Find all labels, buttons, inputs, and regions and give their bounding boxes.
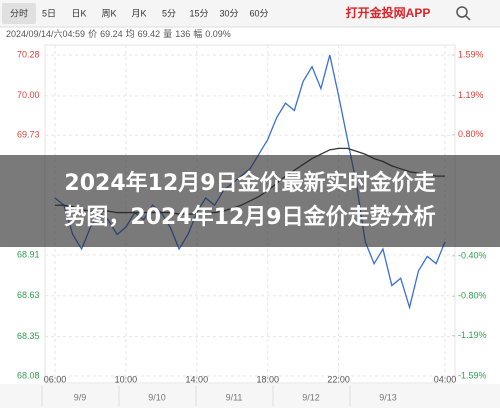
tab[interactable]: 周K [101,8,116,18]
tab[interactable]: 60分 [249,8,268,18]
info-item: 幅 [193,28,202,39]
info-item: 0.09% [205,29,231,39]
tab[interactable]: 5日 [42,8,56,18]
info-item: 均 [126,28,135,39]
overview-date: 9/9 [74,392,87,402]
tab-bar [0,0,500,27]
x-tick-label: 06:00 [44,374,67,384]
y-tick-label: 68.63 [17,290,40,300]
tab[interactable]: 30分 [219,8,238,18]
banner-line: 2024年12月9日金价最新实时金价走 [64,171,436,196]
info-line: 2024/09/14/六04:59 价 69.24 均 69.42 量 136 幅 0.09% [6,28,231,39]
y2-tick-label: -0.80% [458,291,487,301]
tab[interactable]: 日K [71,8,86,18]
tab[interactable]: 月K [131,8,146,18]
info-item: 136 [175,29,190,39]
y2-tick-label: -1.19% [458,330,487,340]
banner: 2024年12月9日金价最新实时金价走 势图，2024年12月9日金价走势分析 [0,155,500,247]
y2-tick-label: 1.19% [458,90,484,100]
tab-selected [2,3,36,24]
y-tick-label: 70.28 [17,49,40,59]
x-tick-label: 04:00 [434,374,457,384]
info-item: 量 [163,29,172,39]
overview-date: 9/12 [302,392,320,402]
y-tick-label: 70.00 [17,90,40,100]
y2-tick-label: -1.59% [458,370,487,380]
y2-tick-label: 0.80% [458,129,484,139]
app-link[interactable]: 打开金投网APP [346,5,431,20]
tab[interactable]: 5分 [162,8,176,18]
x-tick-label: 10:00 [115,374,138,384]
y-tick-label: 69.73 [17,130,40,140]
info-item: 价 [88,29,97,39]
x-tick-label: 14:00 [186,374,209,384]
overview-date: 9/10 [148,392,166,402]
overview-date: 9/13 [379,392,397,402]
info-item: 69.24 [100,29,123,39]
y-tick-label: 68.91 [17,249,40,259]
banner-line: 势图，2024年12月9日金价走势分析 [64,205,436,230]
info-item: 2024/09/14/六04:59 [6,28,85,39]
x-tick-label: 22:00 [327,374,350,384]
y-tick-label: 68.35 [17,331,40,341]
y2-tick-label: -0.40% [458,250,487,260]
y2-tick-label: 1.59% [458,49,484,59]
search-icon[interactable] [456,6,468,18]
tab[interactable]: 15分 [189,8,208,18]
overview-strip [0,384,500,408]
search-icon-handle [465,15,471,21]
tab[interactable]: 分时 [10,7,28,18]
info-item: 69.42 [138,29,161,39]
overview-date: 9/11 [226,392,243,402]
x-tick-label: 18:00 [256,374,279,384]
y-tick-label: 68.08 [17,370,40,380]
